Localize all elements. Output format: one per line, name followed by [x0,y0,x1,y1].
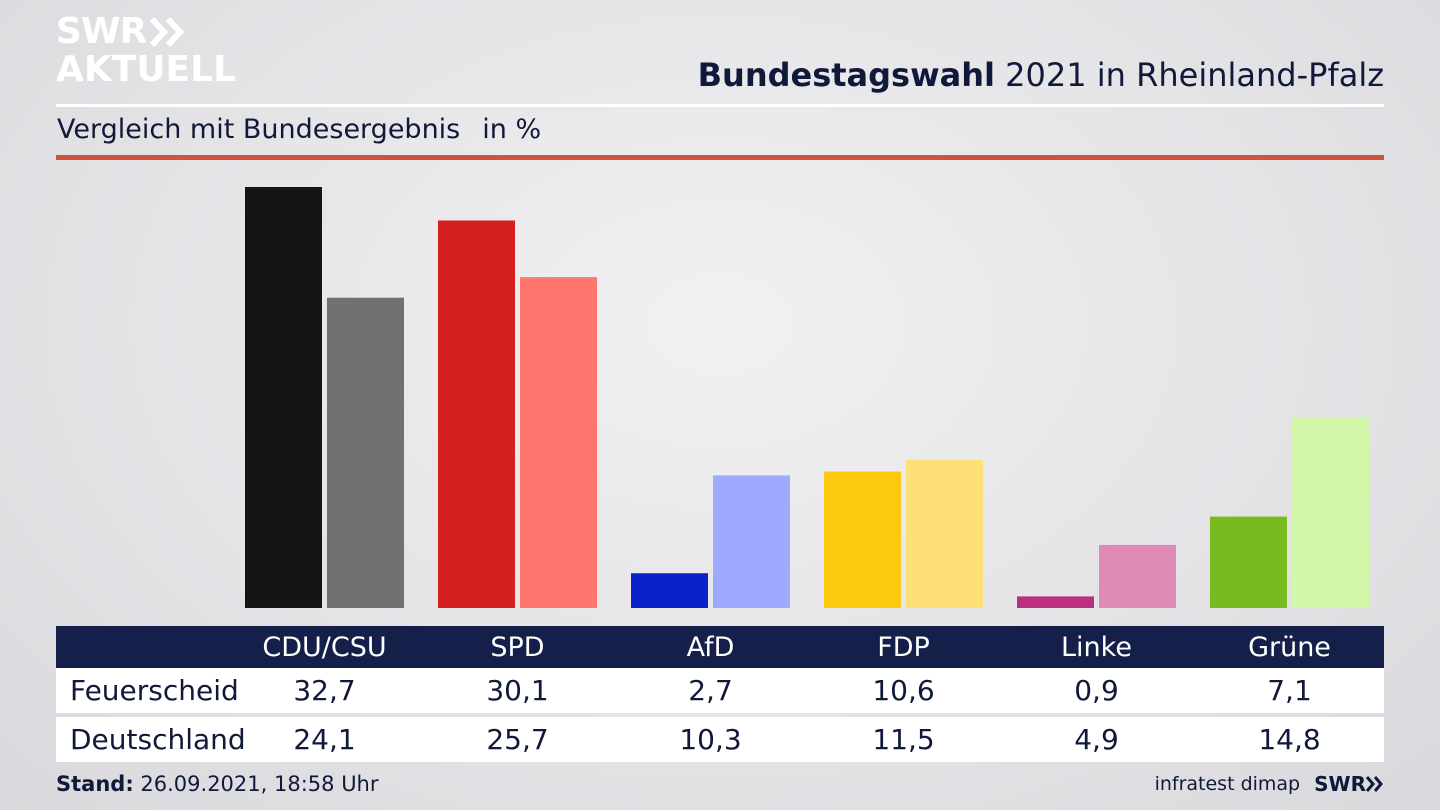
value-cell-feuerscheid-cdu-csu: 32,7 [293,674,356,707]
accent-divider [56,155,1384,160]
swr-aktuell-logo: SWR AKTUELL [56,14,236,88]
row-label-feuerscheid: Feuerscheid [70,674,239,707]
column-header-spd: SPD [490,631,545,663]
value-cell-deutschland-cdu-csu: 24,1 [293,723,356,756]
logo-swr-text: SWR [56,11,147,52]
double-chevron-icon [1366,776,1383,792]
double-chevron-icon [150,17,185,47]
column-header-fdp: FDP [877,631,930,663]
value-cell-feuerscheid-fdp: 10,6 [872,674,935,707]
stand-value: 26.09.2021, 18:58 Uhr [140,772,379,796]
column-header-linke: Linke [1061,631,1132,663]
bar-chart [245,187,1369,608]
source-text: infratest dimap [1154,773,1301,795]
results-table: CDU/CSU SPD AfD FDP Linke Grüne Feuerscheid 3… [56,626,1384,762]
bar-afd-deutschland [713,475,790,608]
logo-aktuell-text: AKTUELL [56,49,237,90]
bar-fdp-feuerscheid [824,471,901,608]
value-cell-deutschland-linke: 4,9 [1074,723,1119,756]
value-cell-deutschland-spd: 25,7 [486,723,549,756]
value-cell-feuerscheid-afd: 2,7 [688,674,733,707]
table-header: CDU/CSU SPD AfD FDP Linke Grüne [56,626,1384,668]
value-cell-deutschland-afd: 10,3 [679,723,742,756]
brand-text: SWR [1314,772,1366,796]
column-header-cdu-csu: CDU/CSU [262,631,387,663]
bar-fdp-deutschland [906,459,983,608]
bar-gr-ne-feuerscheid [1210,516,1287,608]
unit-label: in % [482,114,542,145]
value-cell-deutschland-fdp: 11,5 [872,723,935,756]
value-cell-deutschland-gr-ne: 14,8 [1258,723,1321,756]
column-header-afd: AfD [686,631,735,663]
table-row-deutschland: Deutschland 24,1 25,7 10,3 11,5 4,9 14,8 [56,717,1384,762]
title-bold: Bundestagswahl [697,56,995,94]
bar-cdu-csu-deutschland [327,297,404,608]
header-divider [56,104,1384,107]
title-rest: 2021 in Rheinland-Pfalz [1005,56,1384,94]
bar-spd-feuerscheid [438,220,515,608]
bar-spd-deutschland [520,277,597,608]
bar-cdu-csu-feuerscheid [245,187,322,608]
bar-linke-feuerscheid [1017,596,1094,608]
table-row-feuerscheid: Feuerscheid 32,7 30,1 2,7 10,6 0,9 7,1 [56,668,1384,713]
value-cell-feuerscheid-spd: 30,1 [486,674,549,707]
value-cell-feuerscheid-gr-ne: 7,1 [1267,674,1312,707]
timestamp: Stand: 26.09.2021, 18:58 Uhr [56,772,379,796]
bar-afd-feuerscheid [631,573,708,608]
stand-label: Stand: [56,772,134,796]
column-header-gr-ne: Grüne [1248,631,1331,663]
bar-linke-deutschland [1099,544,1176,608]
value-cell-feuerscheid-linke: 0,9 [1074,674,1119,707]
bar-gr-ne-deutschland [1292,417,1369,608]
source-credit: infratest dimap SWR [1155,772,1384,796]
row-label-deutschland: Deutschland [70,723,246,756]
brand-mark: SWR [1314,772,1384,796]
chart-subtitle: Vergleich mit Bundesergebnis in % [57,114,541,145]
subtitle-text: Vergleich mit Bundesergebnis [57,114,461,145]
page-title: Bundestagswahl 2021 in Rheinland-Pfalz [698,56,1384,94]
